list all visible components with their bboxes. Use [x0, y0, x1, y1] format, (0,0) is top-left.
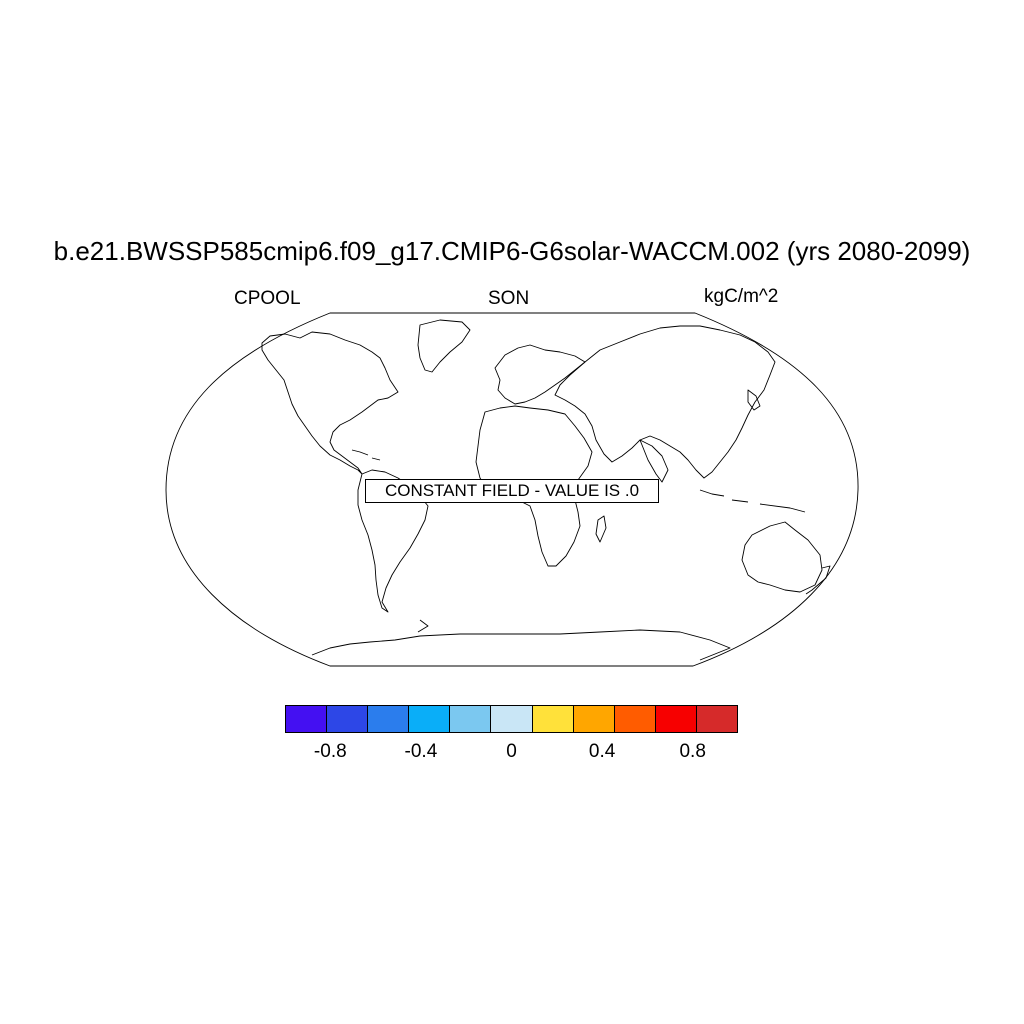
japan-coastline	[747, 389, 761, 411]
colorbar-swatch	[655, 706, 697, 732]
new-zealand-coastline	[805, 565, 831, 595]
colorbar-swatch	[327, 706, 369, 732]
colorbar-swatch	[409, 706, 451, 732]
colorbar-swatch	[696, 706, 738, 732]
greenland-coastline	[417, 319, 471, 373]
madagascar-coastline	[595, 515, 607, 543]
caribbean-coastline	[351, 449, 381, 461]
colorbar-swatch	[614, 706, 656, 732]
indonesia-coastline	[699, 489, 806, 513]
colorbar-tick-label: 0	[506, 741, 517, 762]
colorbar-tick-label: -0.8	[313, 741, 347, 762]
india-outline	[639, 439, 669, 483]
colorbar-tick-label: 0.4	[588, 741, 616, 762]
variable-label: CPOOL	[234, 288, 301, 309]
colorbar-swatch	[286, 706, 328, 732]
colorbar-swatch	[532, 706, 574, 732]
colorbar-swatch	[573, 706, 615, 732]
asia-coastline	[554, 325, 776, 479]
season-label: SON	[488, 288, 530, 309]
colorbar-swatch	[491, 706, 533, 732]
north-america-coastline	[261, 331, 399, 475]
colorbar-swatch	[450, 706, 492, 732]
colorbar-swatch	[368, 706, 410, 732]
europe-coastline	[494, 344, 586, 405]
antarctica-coastline	[311, 619, 731, 661]
plot-title: b.e21.BWSSP585cmip6.f09_g17.CMIP6-G6sola…	[53, 236, 971, 266]
australia-coastline	[741, 521, 823, 593]
units-label: kgC/m^2	[704, 286, 779, 307]
colorbar-tick-label: 0.8	[679, 741, 706, 762]
map-border	[165, 312, 859, 667]
colorbar-tick-label: -0.4	[404, 741, 438, 762]
colorbar	[285, 705, 738, 733]
constant-field-notice: CONSTANT FIELD - VALUE IS .0	[365, 479, 659, 503]
